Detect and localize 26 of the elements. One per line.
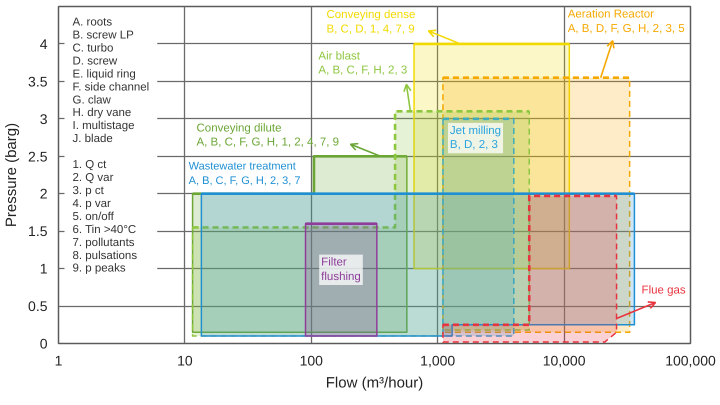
y-tick-label: 2.5 <box>28 148 48 164</box>
y-tick-label: 3 <box>40 110 48 127</box>
series-label: Jet milling B, D, 2, 3 <box>450 124 502 152</box>
y-tick-label: 1.5 <box>28 223 48 240</box>
y-tick-label: 0.5 <box>28 298 48 314</box>
x-tick-label: 10,000 <box>542 352 586 368</box>
series-label: Wastewater treatment A, B, C, F, G, H, 2, 3, 7 <box>188 160 301 188</box>
x-tick-label: 100 <box>300 352 324 368</box>
x-axis-title: Flow (m³/hour) <box>326 374 424 392</box>
y-axis-title: Pressure (barg) <box>3 122 20 228</box>
text: Air blast A, B, C, F, H, 2, 3 <box>318 50 408 77</box>
text: 1. Q ct 2. Q var 3. p ct 4. p var 5. on/off 6. Tin >40°C 7. pollutants 8. pulsations 9. p peaks <box>72 159 138 275</box>
x-tick-label: 100,000 <box>665 352 716 368</box>
x-tick-label: 1 <box>54 352 63 368</box>
series-label: Conveying dense B, C, D, 1, 4, 7, 9 <box>326 8 416 36</box>
x-tick-label: 1,000 <box>420 352 456 368</box>
y-tick-label: 4 <box>40 36 48 52</box>
y-tick-label: 0 <box>40 336 48 352</box>
text: Aeration Reactor A, B, D, F, G, H, 2, 3, 5 <box>568 8 685 36</box>
y-tick-label: 2 <box>40 186 48 202</box>
text: Filter flushing <box>321 256 361 284</box>
y-tick-label: 1 <box>40 260 48 277</box>
text: Flue gas <box>642 284 686 296</box>
text: A. roots B. screw LP C. turbo D. screw E. liquid ring F. side channel G. claw H. dry vane I. multistage J. blade <box>72 16 150 146</box>
x-tick-label: 10 <box>177 352 193 368</box>
y-tick-label: 3.5 <box>28 73 48 90</box>
